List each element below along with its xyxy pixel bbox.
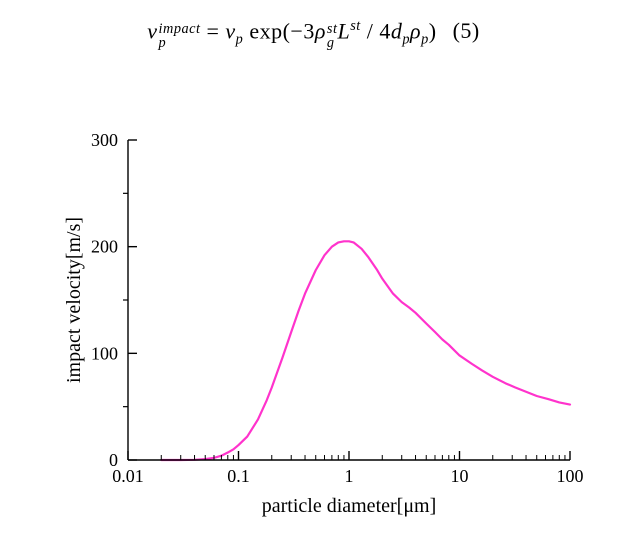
eq-v1: v: [147, 18, 157, 43]
x-tick-label: 100: [557, 466, 584, 486]
y-tick-label: 0: [109, 450, 118, 470]
chart-svg: 0.010.11101000100200300particle diameter…: [60, 130, 585, 530]
y-tick-label: 100: [91, 343, 118, 363]
eq-L: L: [337, 18, 350, 43]
eq-sub-p1: p: [159, 36, 201, 50]
equation-number: (5): [453, 18, 480, 43]
eq-rho2: ρ: [410, 18, 421, 43]
chart: 0.010.11101000100200300particle diameter…: [60, 130, 585, 530]
eq-d-p: p: [402, 32, 410, 48]
eq-rho-supsub: stg: [327, 22, 338, 51]
y-tick-label: 200: [91, 237, 118, 257]
equation: vimpactp = vp exp(−3ρstgLst / 4dpρp)(5): [0, 18, 627, 50]
y-axis-label: impact velocity[m/s]: [63, 217, 85, 383]
eq-rho2-p: p: [421, 32, 429, 48]
eq-minus3: −3: [290, 18, 314, 43]
eq-v2: v: [225, 18, 235, 43]
x-tick-label: 10: [451, 466, 469, 486]
eq-rho-st: st: [327, 22, 338, 36]
x-axis-label: particle diameter[μm]: [262, 495, 437, 517]
eq-close: ): [429, 18, 437, 43]
eq-equals: =: [200, 18, 225, 43]
y-tick-label: 300: [91, 130, 118, 150]
x-tick-label: 1: [345, 466, 354, 486]
eq-d: d: [391, 18, 403, 43]
eq-sup-impact: impact: [159, 22, 201, 36]
eq-rho-g: g: [327, 36, 338, 50]
eq-rho1: ρ: [315, 18, 326, 43]
eq-v1-supsub: impactp: [159, 22, 201, 51]
x-tick-label: 0.1: [227, 466, 250, 486]
eq-L-st: st: [350, 18, 361, 34]
page: vimpactp = vp exp(−3ρstgLst / 4dpρp)(5) …: [0, 0, 627, 554]
eq-exp: exp(: [243, 18, 290, 43]
eq-slash4: / 4: [361, 18, 391, 43]
